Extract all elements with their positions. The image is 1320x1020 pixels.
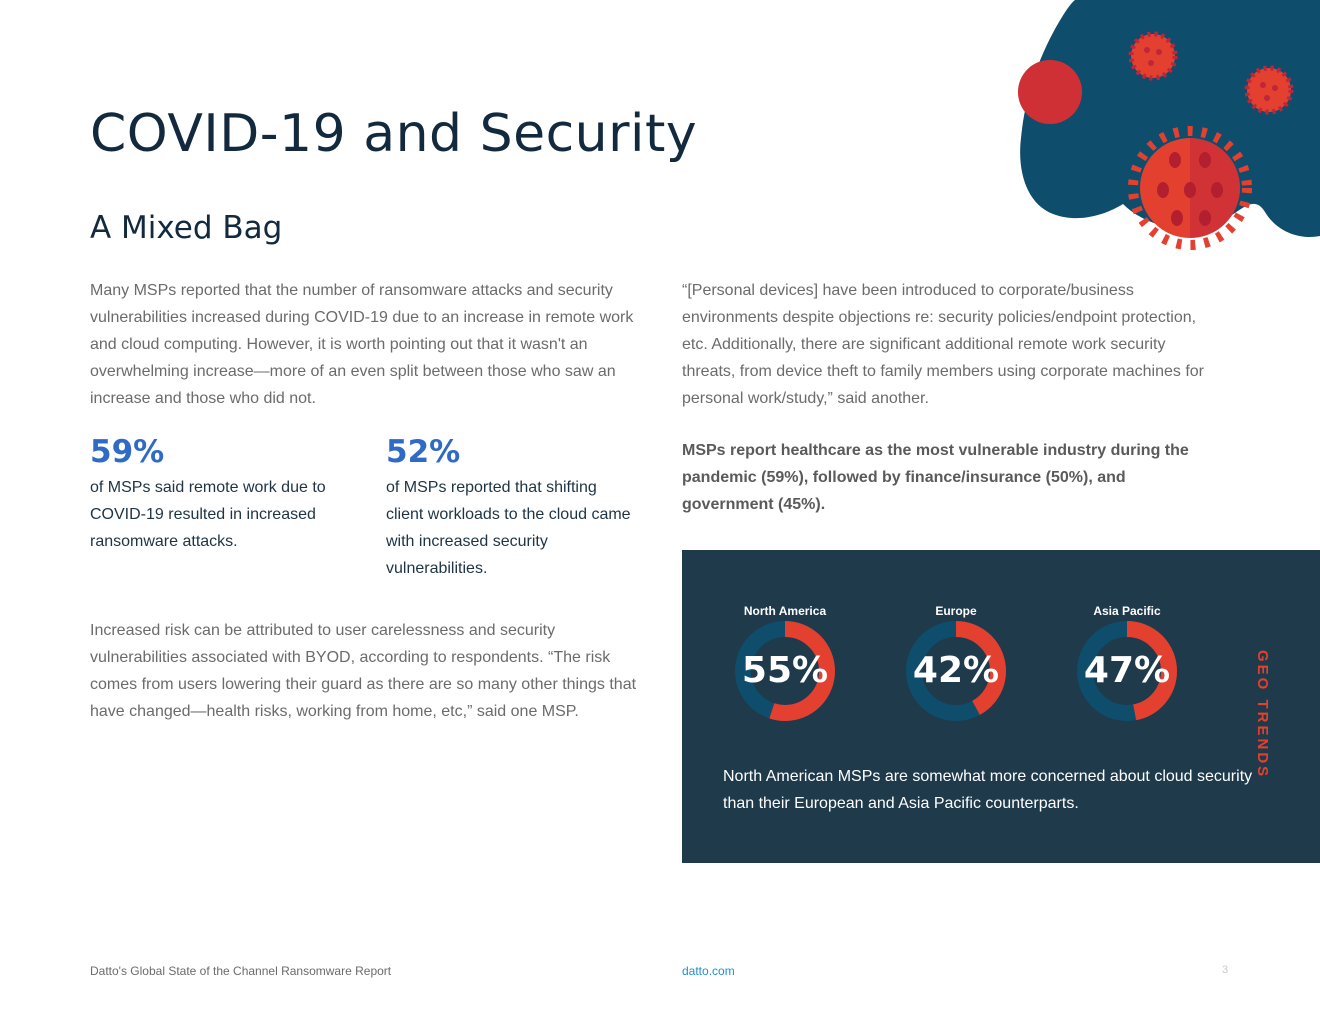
region-north-america: North America 55% bbox=[715, 601, 855, 721]
virus-icon bbox=[1244, 65, 1294, 115]
donut-chart: 47% bbox=[1077, 621, 1177, 721]
industry-note: MSPs report healthcare as the most vulne… bbox=[682, 442, 1189, 513]
donut-value: 55% bbox=[741, 650, 829, 691]
donut-arc bbox=[906, 621, 1006, 721]
stat-description: of MSPs said remote work due to COVID-19… bbox=[90, 479, 326, 550]
footer-link[interactable]: datto.com bbox=[682, 964, 735, 978]
geo-trends-panel: North America 55% Europe 42% Asia Pacifi… bbox=[682, 550, 1320, 863]
footer-report-name: Datto's Global State of the Channel Rans… bbox=[90, 964, 392, 978]
virus-icon bbox=[1128, 31, 1178, 81]
risk-paragraph: Increased risk can be attributed to user… bbox=[90, 622, 637, 720]
donut-arc bbox=[735, 621, 835, 721]
stat-description: of MSPs reported that shifting client wo… bbox=[386, 479, 631, 577]
donut-chart: 55% bbox=[735, 621, 835, 721]
geo-trends-label: GEO TRENDS bbox=[1254, 650, 1271, 780]
blob-shape bbox=[1020, 0, 1320, 237]
region-name: Asia Pacific bbox=[1093, 604, 1161, 618]
msp-quote: “[Personal devices] have been introduced… bbox=[682, 282, 1204, 407]
virus-icon bbox=[1128, 126, 1252, 250]
stat-remote-work: 59% of MSPs said remote work due to COVI… bbox=[90, 434, 360, 555]
page-title: COVID-19 and Security bbox=[90, 104, 698, 164]
geo-note: North American MSPs are somewhat more co… bbox=[723, 768, 1253, 812]
page-subtitle: A Mixed Bag bbox=[90, 210, 283, 246]
stat-cloud-workloads: 52% of MSPs reported that shifting clien… bbox=[386, 434, 636, 582]
intro-paragraph: Many MSPs reported that the number of ra… bbox=[90, 282, 634, 407]
page-number: 3 bbox=[1222, 964, 1229, 976]
donut-svg bbox=[1077, 621, 1177, 721]
donut-value: 42% bbox=[912, 650, 1000, 691]
region-europe: Europe 42% bbox=[886, 601, 1026, 721]
region-name: Europe bbox=[935, 604, 977, 618]
donut-svg bbox=[735, 621, 835, 721]
stat-value: 52% bbox=[386, 434, 461, 470]
region-asia-pacific: Asia Pacific 47% bbox=[1057, 601, 1197, 721]
donut-arc bbox=[1077, 621, 1177, 721]
donut-chart: 42% bbox=[906, 621, 1006, 721]
stat-value: 59% bbox=[90, 434, 165, 470]
donut-value: 47% bbox=[1083, 650, 1171, 691]
virus-icon bbox=[1018, 60, 1082, 124]
donut-svg bbox=[906, 621, 1006, 721]
virus-illustration bbox=[1018, 0, 1320, 250]
region-name: North America bbox=[743, 604, 827, 618]
